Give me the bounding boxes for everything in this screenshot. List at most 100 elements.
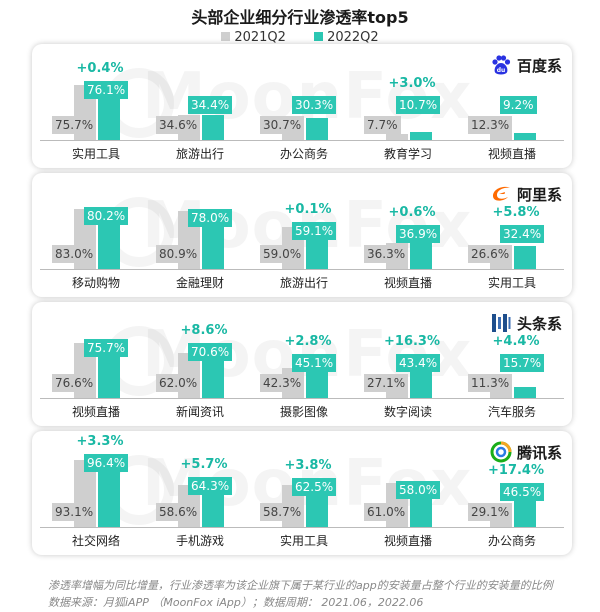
bar-2022q2 <box>514 245 536 269</box>
category-label: 手机游戏 <box>175 534 224 548</box>
data-label-2021q2: 80.9% <box>156 245 201 263</box>
data-label-2022q2: 70.6% <box>188 343 233 362</box>
data-label-2021q2: 75.7% <box>52 116 97 134</box>
data-label-2021q2: 11.3% <box>468 374 513 392</box>
bar-2022q2 <box>410 242 432 269</box>
data-label-2021q2: 26.6% <box>468 245 513 263</box>
category-label: 移动购物 <box>71 276 120 290</box>
chart-panel-4: MoonFox腾讯系93.1%96.4%+3.3%社交网络58.6%64.3%+… <box>32 431 572 555</box>
data-label-2022q2: 59.1% <box>292 222 337 241</box>
company-name: 百度系 <box>516 56 562 75</box>
bar-2021q2 <box>490 389 512 398</box>
bar-2022q2 <box>410 132 432 140</box>
legend-swatch-2021q2 <box>221 32 231 41</box>
data-label-2021q2: 30.7% <box>260 116 305 134</box>
company-brand: 腾讯系 <box>489 439 562 465</box>
category-label: 新闻资讯 <box>175 405 224 419</box>
company-brand: du 百度系 <box>489 52 562 78</box>
data-label-2021q2: 83.0% <box>52 245 97 263</box>
company-name: 头条系 <box>516 314 562 333</box>
category-label: 数字阅读 <box>383 405 432 419</box>
data-label-2022q2: 43.4% <box>396 354 441 372</box>
bar-2022q2 <box>306 118 328 140</box>
category-label: 摄影图像 <box>279 405 328 419</box>
bar-2022q2 <box>514 386 536 398</box>
bar-2022q2 <box>306 365 328 398</box>
bar-2022q2 <box>514 133 536 140</box>
growth-label: +0.6% <box>388 205 436 220</box>
growth-label: +2.8% <box>284 334 332 349</box>
category-label: 办公商务 <box>279 147 328 161</box>
data-label-2022q2: 9.2% <box>500 96 537 114</box>
footnote-source: 数据来源：月狐iAPP （MoonFox iApp）；数据周期： 2021.06… <box>48 596 424 609</box>
x-axis-baseline <box>40 398 564 399</box>
growth-label: +8.6% <box>180 323 228 339</box>
bar-2022q2 <box>98 211 120 269</box>
growth-label: +3.3% <box>76 433 124 449</box>
bar-2022q2 <box>202 212 224 269</box>
x-axis-baseline <box>40 269 564 270</box>
category-label: 社交网络 <box>71 534 120 548</box>
data-label-2022q2: 46.5% <box>500 483 545 501</box>
data-label-2021q2: 61.0% <box>364 503 409 521</box>
data-label-2022q2: 30.3% <box>292 96 337 114</box>
legend-item-2021q2: 2021Q2 <box>221 30 290 45</box>
data-label-2021q2: 42.3% <box>260 374 305 392</box>
chart-panel-2: MoonFox阿里系83.0%80.2%移动购物80.9%78.0%金融理财59… <box>32 173 572 297</box>
alibaba-logo-icon <box>489 182 513 206</box>
company-brand: 头条系 <box>489 310 562 336</box>
growth-label: +4.4% <box>492 334 540 349</box>
data-label-2022q2: 34.4% <box>188 96 233 114</box>
data-label-2021q2: 58.6% <box>156 503 201 521</box>
category-label: 视频直播 <box>487 147 536 161</box>
category-label: 旅游出行 <box>279 276 328 290</box>
footnote-note: 渗透率增幅为同比增量，行业渗透率为该企业旗下属于某行业的app的安装量占整个行业… <box>48 579 553 592</box>
data-label-2021q2: 29.1% <box>468 503 513 521</box>
data-label-2022q2: 45.1% <box>292 354 337 372</box>
category-label: 汽车服务 <box>487 405 536 419</box>
toutiao-logo-icon <box>489 311 513 335</box>
data-label-2022q2: 64.3% <box>188 476 233 495</box>
baidu-paw-icon: du <box>489 53 513 77</box>
legend-swatch-2022q2 <box>314 32 324 41</box>
svg-text:du: du <box>497 67 506 74</box>
growth-label: +3.8% <box>284 458 332 473</box>
legend-label-2022q2: 2022Q2 <box>327 30 379 45</box>
category-label: 实用工具 <box>487 276 536 290</box>
bar-2022q2 <box>202 115 224 140</box>
category-label: 教育学习 <box>383 147 432 161</box>
data-label-2022q2: 80.2% <box>84 207 129 226</box>
data-label-2021q2: 12.3% <box>468 116 513 134</box>
chart-panel-3: MoonFox头条系76.6%75.7%视频直播62.0%70.6%+8.6%新… <box>32 302 572 426</box>
category-label: 办公商务 <box>487 534 536 548</box>
company-name: 阿里系 <box>516 185 562 204</box>
x-axis-baseline <box>40 527 564 528</box>
x-axis-baseline <box>40 140 564 141</box>
legend-label-2021q2: 2021Q2 <box>234 30 286 45</box>
category-label: 视频直播 <box>383 276 432 290</box>
chart-panel-1: MoonFoxdu百度系75.7%76.1%+0.4%实用工具34.6%34.4… <box>32 44 572 168</box>
data-label-2022q2: 58.0% <box>396 481 441 500</box>
data-label-2021q2: 36.3% <box>364 245 409 263</box>
data-label-2021q2: 62.0% <box>156 374 201 392</box>
data-label-2021q2: 7.7% <box>364 116 401 134</box>
category-label: 视频直播 <box>383 534 432 548</box>
legend: 2021Q2 2022Q2 <box>0 30 600 45</box>
category-label: 实用工具 <box>71 147 120 161</box>
data-label-2022q2: 15.7% <box>500 354 545 372</box>
data-label-2021q2: 34.6% <box>156 116 201 134</box>
data-label-2022q2: 32.4% <box>500 225 545 243</box>
company-name: 腾讯系 <box>516 443 562 462</box>
growth-label: +0.1% <box>284 202 332 218</box>
category-label: 实用工具 <box>279 534 328 548</box>
data-label-2021q2: 93.1% <box>52 503 97 521</box>
bar-2022q2 <box>410 366 432 398</box>
growth-label: +0.4% <box>76 61 124 77</box>
category-label: 视频直播 <box>71 405 120 419</box>
data-label-2022q2: 96.4% <box>84 453 129 472</box>
data-label-2021q2: 59.0% <box>260 245 305 263</box>
growth-label: +16.3% <box>384 334 440 349</box>
growth-label: +3.0% <box>388 76 436 91</box>
company-brand: 阿里系 <box>489 181 562 207</box>
category-label: 金融理财 <box>175 276 224 290</box>
